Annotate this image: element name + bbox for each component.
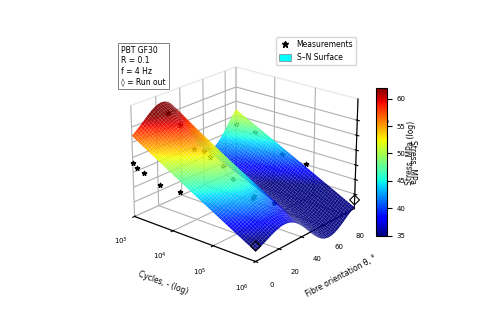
Y-axis label: Fibre orientation θ, °: Fibre orientation θ, ° xyxy=(305,253,379,299)
Text: PBT GF30
R = 0.1
f = 4 Hz
◊ = Run out: PBT GF30 R = 0.1 f = 4 Hz ◊ = Run out xyxy=(121,46,166,86)
Y-axis label: Stress, MPa: Stress, MPa xyxy=(408,140,417,184)
X-axis label: Cycles, - (log): Cycles, - (log) xyxy=(137,270,190,297)
Legend: Measurements, S–N Surface: Measurements, S–N Surface xyxy=(276,37,356,65)
